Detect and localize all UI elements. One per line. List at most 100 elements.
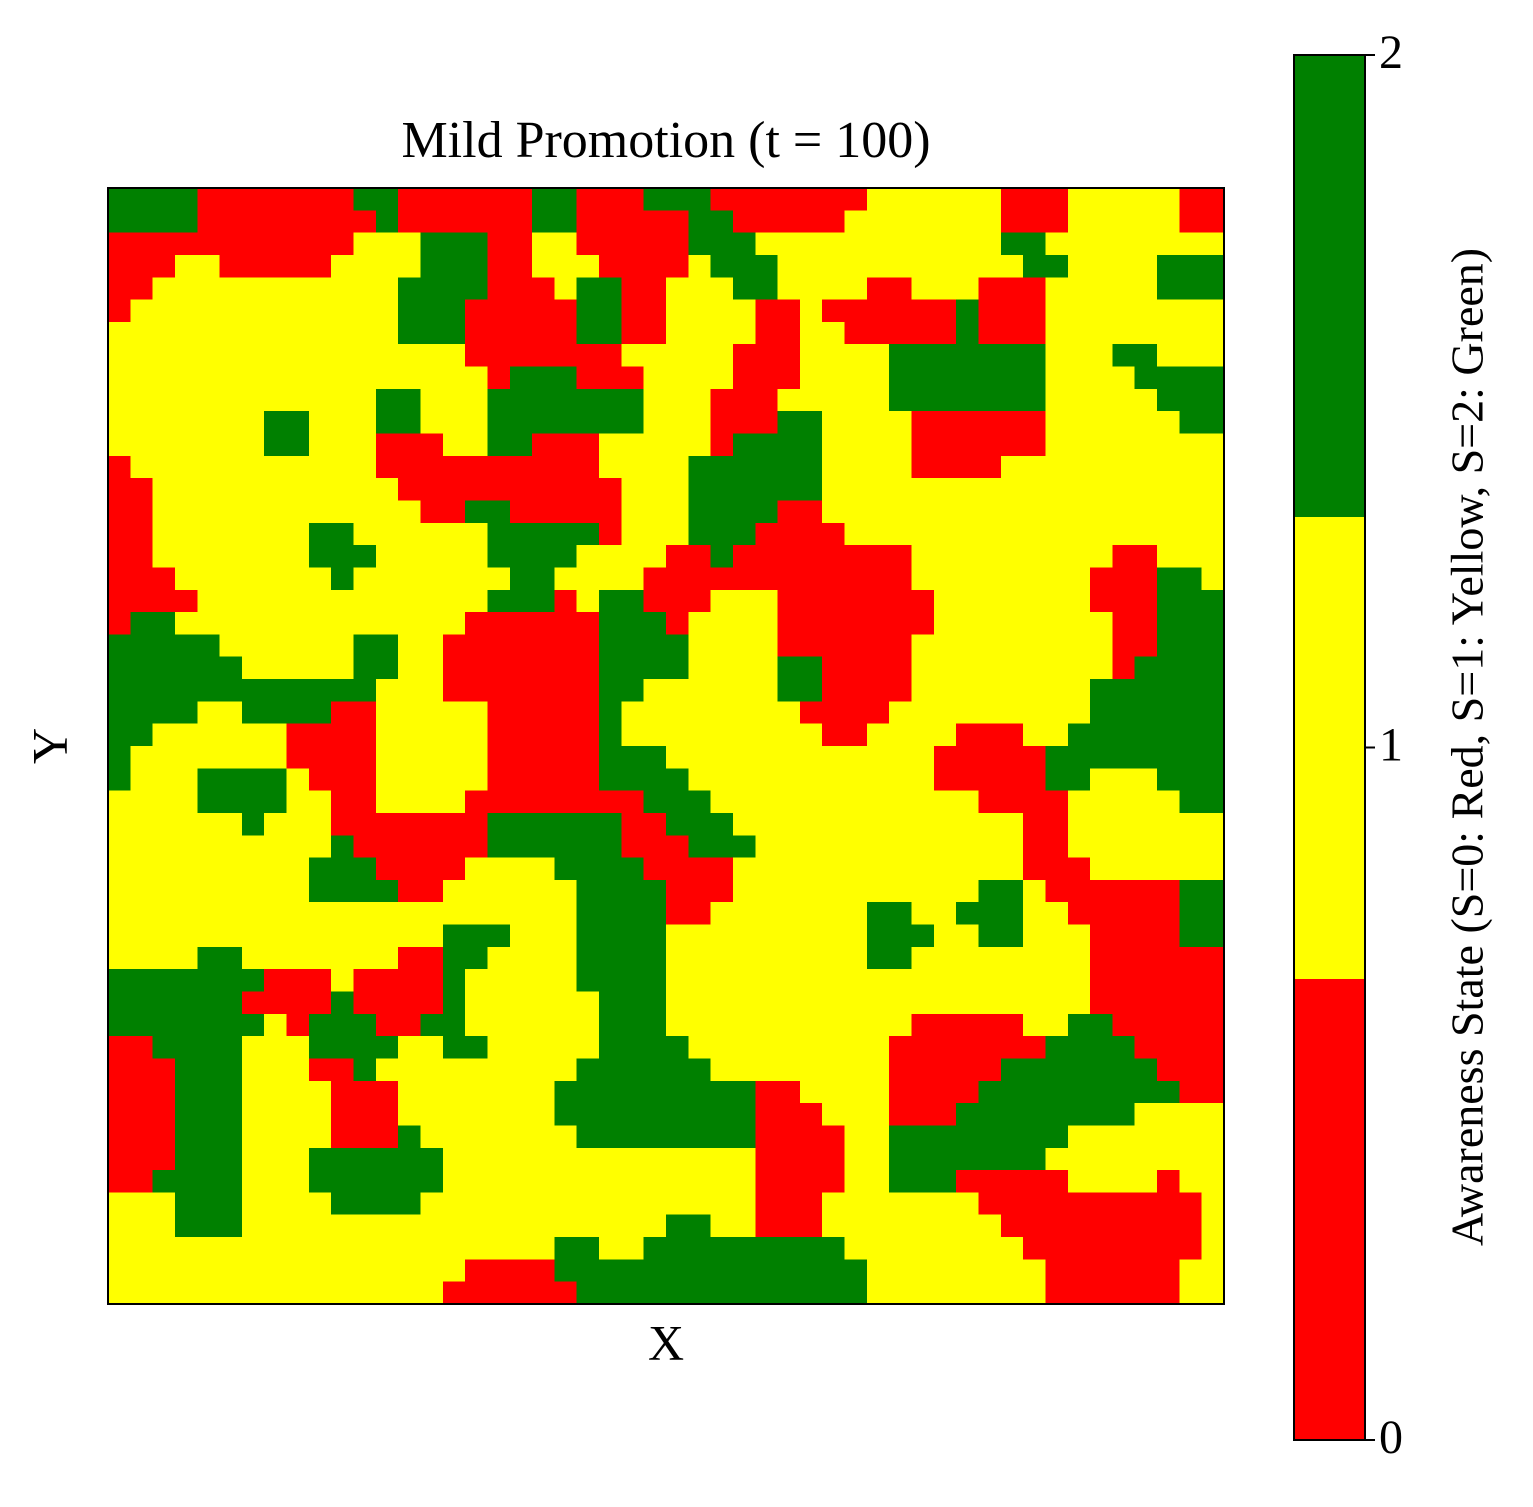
heatmap-cell: [375, 1237, 399, 1260]
heatmap-cell: [599, 567, 622, 591]
x-axis-label: X: [648, 1314, 684, 1370]
heatmap-cell: [1067, 656, 1091, 680]
heatmap-cell: [487, 321, 511, 345]
heatmap-cell: [532, 902, 555, 926]
heatmap-cell: [1201, 1259, 1225, 1283]
heatmap-cell: [331, 254, 355, 278]
heatmap-cell: [532, 522, 555, 546]
heatmap-cell: [666, 344, 689, 368]
heatmap-cell: [1201, 1237, 1225, 1260]
heatmap-cell: [1201, 812, 1225, 836]
heatmap-cell: [599, 1147, 622, 1171]
heatmap-cell: [197, 1036, 221, 1059]
heatmap-cell: [978, 1192, 1002, 1216]
heatmap-cell: [799, 522, 823, 546]
heatmap-cell: [465, 388, 488, 412]
heatmap-cell: [174, 879, 198, 903]
heatmap-cell: [799, 969, 823, 993]
heatmap-cell: [308, 567, 332, 591]
heatmap-cell: [375, 1259, 399, 1283]
heatmap-cell: [509, 1237, 533, 1260]
heatmap-cell: [286, 679, 310, 702]
heatmap-cell: [1112, 1080, 1136, 1104]
heatmap-cell: [241, 188, 265, 211]
heatmap-cell: [509, 500, 533, 524]
heatmap-cell: [1090, 924, 1113, 948]
heatmap-cell: [889, 835, 913, 859]
heatmap-cell: [777, 210, 801, 234]
heatmap-cell: [398, 723, 421, 747]
heatmap-cell: [777, 1080, 801, 1104]
heatmap-cell: [732, 299, 756, 323]
heatmap-cell: [911, 812, 935, 836]
heatmap-cell: [643, 188, 667, 211]
heatmap-cell: [353, 924, 377, 948]
heatmap-cell: [554, 1058, 578, 1082]
heatmap-cell: [152, 946, 176, 970]
heatmap-cell: [1201, 679, 1225, 702]
heatmap-cell: [889, 1013, 913, 1037]
heatmap-cell: [130, 1281, 154, 1305]
heatmap-cell: [777, 991, 801, 1015]
heatmap-cell: [599, 1170, 622, 1193]
heatmap-cell: [732, 1058, 756, 1082]
heatmap-cell: [108, 522, 131, 546]
heatmap-cell: [375, 1103, 399, 1126]
heatmap-cell: [576, 1036, 600, 1059]
heatmap-cell: [1023, 1281, 1046, 1305]
heatmap-cell: [1067, 299, 1091, 323]
heatmap-cell: [1067, 902, 1091, 926]
heatmap-cell: [889, 1237, 913, 1260]
heatmap-cell: [353, 723, 377, 747]
heatmap-cell: [1157, 1259, 1180, 1283]
heatmap-cell: [889, 1281, 913, 1305]
heatmap-cell: [710, 656, 734, 680]
heatmap-cell: [866, 679, 890, 702]
heatmap-cell: [554, 1036, 578, 1059]
heatmap-cell: [822, 1080, 846, 1104]
heatmap-cell: [710, 1147, 734, 1171]
heatmap-cell: [532, 478, 555, 501]
heatmap-cell: [487, 388, 511, 412]
heatmap-cell: [777, 522, 801, 546]
heatmap-cell: [1179, 433, 1203, 457]
heatmap-cell: [1134, 679, 1158, 702]
heatmap-cell: [889, 188, 913, 211]
heatmap-cell: [1112, 254, 1136, 278]
heatmap-cell: [130, 1192, 154, 1216]
heatmap-cell: [799, 924, 823, 948]
heatmap-cell: [866, 455, 890, 479]
heatmap-cell: [621, 366, 645, 390]
heatmap-cell: [643, 1259, 667, 1283]
heatmap-cell: [308, 545, 332, 568]
heatmap-cell: [621, 344, 645, 368]
heatmap-cell: [465, 545, 488, 568]
heatmap-cell: [308, 1080, 332, 1104]
heatmap-cell: [621, 388, 645, 412]
heatmap-cell: [1000, 1259, 1024, 1283]
heatmap-cell: [532, 366, 555, 390]
heatmap-cell: [777, 254, 801, 278]
heatmap-cell: [889, 500, 913, 524]
heatmap-cell: [643, 366, 667, 390]
heatmap-cell: [375, 500, 399, 524]
heatmap-cell: [197, 500, 221, 524]
heatmap-cell: [1045, 1103, 1069, 1126]
heatmap-cell: [442, 321, 466, 345]
heatmap-cell: [487, 1058, 511, 1082]
heatmap-cell: [822, 299, 846, 323]
heatmap-cell: [465, 612, 488, 635]
heatmap-cell: [978, 277, 1002, 301]
heatmap-cell: [1023, 344, 1046, 368]
heatmap-cell: [755, 1080, 779, 1104]
heatmap-cell: [777, 1125, 801, 1149]
heatmap-cell: [978, 924, 1002, 948]
heatmap-cell: [1134, 1036, 1158, 1059]
heatmap-cell: [1067, 1214, 1091, 1238]
heatmap-cell: [956, 946, 979, 970]
heatmap-cell: [241, 1170, 265, 1193]
heatmap-cell: [554, 1259, 578, 1283]
heatmap-cell: [331, 634, 355, 658]
heatmap-cell: [889, 366, 913, 390]
heatmap-cell: [1023, 902, 1046, 926]
